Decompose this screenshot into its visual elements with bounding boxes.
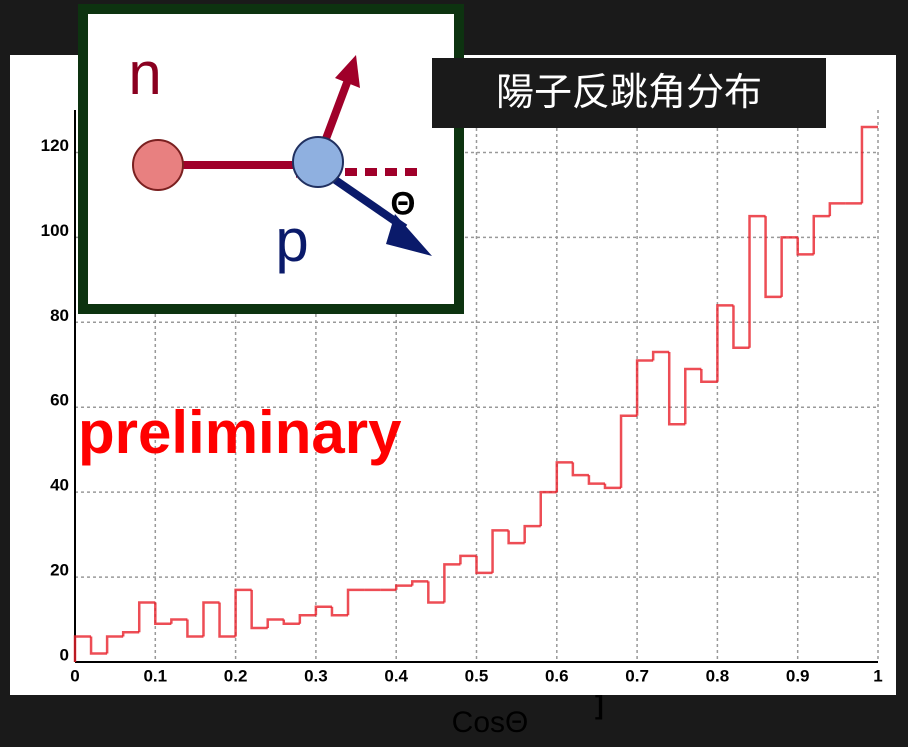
x-tick-label: 0.3	[304, 666, 328, 685]
x-tick-label: 0.8	[706, 666, 730, 685]
x-tick-label: 1	[873, 666, 882, 685]
y-tick-label: 40	[50, 476, 69, 495]
y-tick-label: 80	[50, 306, 69, 325]
x-tick-label: 0.9	[786, 666, 810, 685]
proton-label: p	[275, 207, 308, 274]
chart-title: 陽子反跳角分布	[496, 72, 762, 114]
y-tick-label: 120	[41, 136, 69, 155]
x-tick-label: 0.5	[465, 666, 489, 685]
x-tick-label: 0.7	[625, 666, 649, 685]
neutron	[133, 140, 183, 190]
x-tick-label: 0.6	[545, 666, 569, 685]
x-tick-label: 0.4	[384, 666, 408, 685]
y-tick-label: 60	[50, 391, 69, 410]
watermark: preliminary	[78, 399, 402, 466]
neutron-label: n	[128, 40, 161, 107]
chart: 0 20 40 60 80 100 120 0 0.1 0.2 0.3 0.4 0.5 0.6 0.7 0.8…	[0, 0, 908, 747]
y-tick-label: 20	[50, 561, 69, 580]
x-tick-label: 0	[70, 666, 79, 685]
bracket: ]	[595, 690, 604, 720]
x-axis-label: CosΘ	[452, 706, 529, 739]
proton	[293, 137, 343, 187]
x-tick-label: 0.1	[143, 666, 167, 685]
y-tick-label: 100	[41, 221, 69, 240]
angle-label: Θ	[391, 185, 416, 221]
page: {"chart_data": {"type": "histogram", "bi…	[0, 0, 908, 747]
y-tick-label: 0	[60, 645, 69, 664]
x-tick-label: 0.2	[224, 666, 248, 685]
